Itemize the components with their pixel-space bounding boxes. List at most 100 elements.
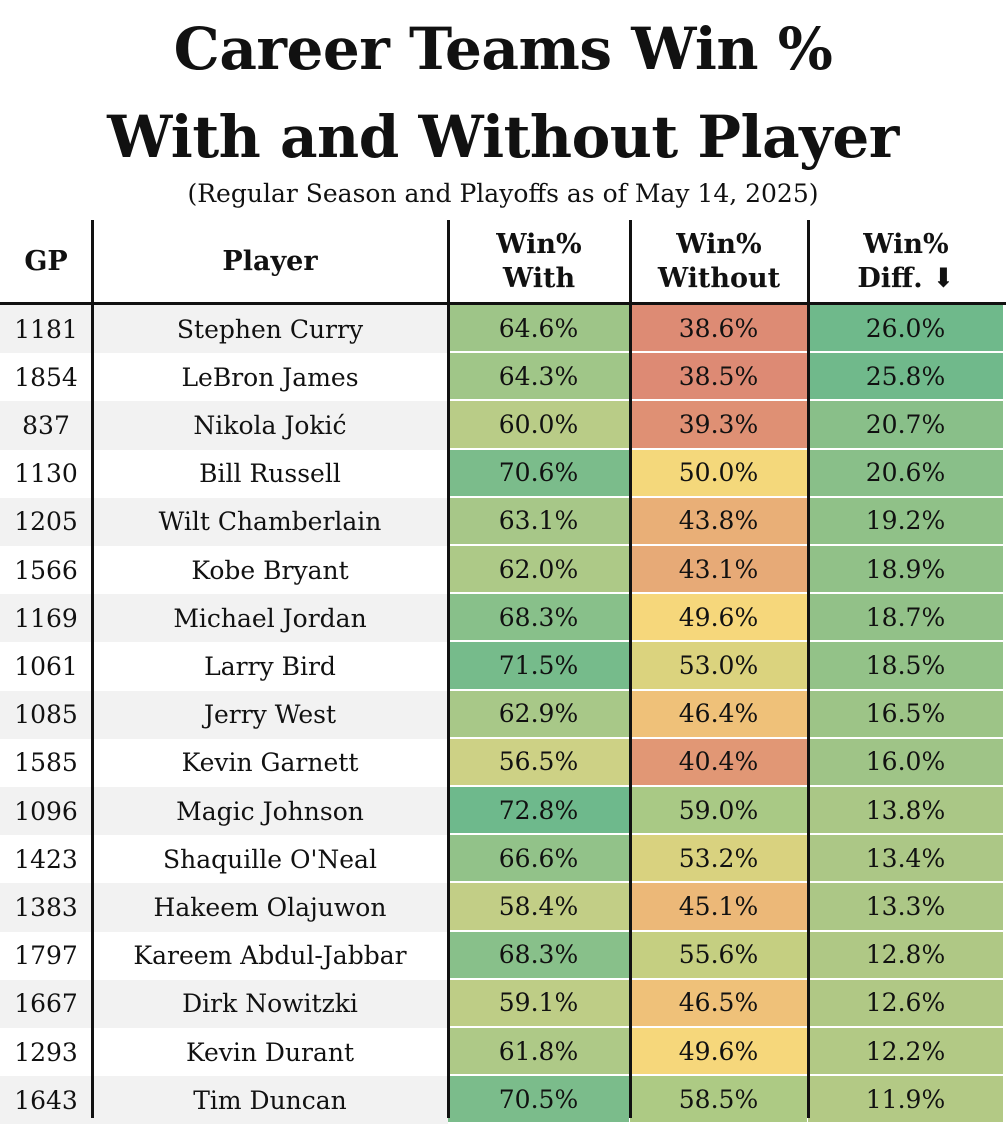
percent-cell: 43.8%	[630, 497, 808, 546]
header-line: Player	[222, 245, 318, 277]
percent-cell: 71.5%	[448, 642, 630, 691]
gp-cell: 1383	[0, 883, 92, 932]
percent-cell: 26.0%	[808, 305, 1004, 354]
header-line: Without	[657, 262, 781, 294]
gp-cell: 1293	[14, 1037, 78, 1067]
player-cell: Hakeem Olajuwon	[92, 883, 448, 932]
column-rule	[629, 220, 632, 1118]
percent-cell: 61.8%	[448, 1028, 630, 1077]
percent-cell: 12.8%	[808, 931, 1004, 980]
percent-cell: 13.4%	[808, 835, 1004, 884]
header-line: Win%	[496, 228, 582, 260]
percent-cell: 19.2%	[808, 497, 1004, 546]
percent-cell: 50.0%	[630, 449, 808, 498]
gp-cell: 1566	[14, 555, 78, 585]
percent-cell: 68.3%	[448, 931, 630, 980]
percent-cell: 49.6%	[630, 1028, 808, 1077]
percent-cell: 62.9%	[448, 690, 630, 739]
player-cell: Stephen Curry	[92, 305, 448, 354]
gp-cell: 1667	[0, 979, 92, 1028]
percent-cell: 46.5%	[630, 979, 808, 1028]
player-cell: Tim Duncan	[92, 1076, 448, 1124]
header-rule	[0, 302, 1006, 305]
percent-cell: 72.8%	[448, 787, 630, 836]
percent-cell: 12.2%	[808, 1028, 1004, 1077]
player-cell: Kareem Abdul-Jabbar	[133, 941, 407, 971]
percent-cell: 53.2%	[630, 835, 808, 884]
title-line: With and Without Player	[107, 103, 899, 171]
percent-cell: 38.5%	[630, 353, 808, 402]
percent-cell: 53.0%	[630, 642, 808, 691]
percent-cell: 45.1%	[630, 883, 808, 932]
player-cell: Kobe Bryant	[191, 555, 349, 585]
percent-cell: 38.6%	[630, 305, 808, 354]
percent-cell: 12.6%	[808, 979, 1004, 1028]
percent-cell: 13.3%	[808, 883, 1004, 932]
column-rule	[807, 220, 810, 1118]
column-header: Win% Diff. ⬇	[808, 220, 1004, 303]
percent-cell: 63.1%	[448, 497, 630, 546]
player-cell: Shaquille O'Neal	[163, 844, 377, 874]
player-cell: Michael Jordan	[92, 594, 448, 643]
gp-cell: 1061	[14, 651, 78, 681]
column-header: Win% With	[448, 220, 630, 303]
percent-cell: 40.4%	[630, 738, 808, 787]
percent-cell: 49.6%	[630, 594, 808, 643]
player-cell: Kevin Garnett	[181, 748, 359, 778]
gp-cell: 1085	[0, 690, 92, 739]
column-header: Win% Without	[630, 220, 808, 303]
player-cell: Jerry West	[92, 690, 448, 739]
player-cell: LeBron James	[181, 362, 359, 392]
player-cell: Bill Russell	[199, 459, 341, 489]
gp-cell: 1423	[14, 844, 78, 874]
gp-cell: 1854	[14, 362, 78, 392]
player-cell: Wilt Chamberlain	[92, 497, 448, 546]
percent-cell: 25.8%	[808, 353, 1004, 402]
percent-cell: 60.0%	[448, 401, 630, 450]
player-cell: Kevin Durant	[185, 1037, 355, 1067]
column-header: Player	[92, 220, 448, 303]
percent-cell: 46.4%	[630, 690, 808, 739]
percent-cell: 20.6%	[808, 449, 1004, 498]
gp-cell: 1797	[14, 941, 78, 971]
percent-cell: 20.7%	[808, 401, 1004, 450]
percent-cell: 70.5%	[448, 1076, 630, 1124]
percent-cell: 66.6%	[448, 835, 630, 884]
gp-cell: 1169	[0, 594, 92, 643]
percent-cell: 13.8%	[808, 787, 1004, 836]
player-cell: Dirk Nowitzki	[92, 979, 448, 1028]
column-rule	[91, 220, 94, 1118]
header-line: Win%	[863, 228, 949, 260]
percent-cell: 70.6%	[448, 449, 630, 498]
percent-cell: 59.1%	[448, 979, 630, 1028]
percent-cell: 16.0%	[808, 738, 1004, 787]
gp-cell: 1130	[14, 459, 78, 489]
header-line: With	[502, 262, 576, 294]
gp-cell: 1205	[0, 497, 92, 546]
gp-cell: 1181	[0, 305, 92, 354]
header-line: Diff. ⬇	[857, 262, 955, 294]
player-cell: Nikola Jokić	[92, 401, 448, 450]
gp-cell: 837	[0, 401, 92, 450]
gp-cell: 1643	[0, 1076, 92, 1124]
percent-cell: 11.9%	[808, 1076, 1004, 1124]
percent-cell: 58.5%	[630, 1076, 808, 1124]
percent-cell: 18.5%	[808, 642, 1004, 691]
subtitle: (Regular Season and Playoffs as of May 1…	[187, 179, 819, 208]
percent-cell: 55.6%	[630, 931, 808, 980]
gp-cell: 1096	[0, 787, 92, 836]
percent-cell: 59.0%	[630, 787, 808, 836]
percent-cell: 56.5%	[448, 738, 630, 787]
percent-cell: 43.1%	[630, 546, 808, 595]
gp-cell: 1585	[14, 748, 78, 778]
title-line: Career Teams Win %	[173, 15, 833, 83]
percent-cell: 64.6%	[448, 305, 630, 354]
column-rule	[447, 220, 450, 1118]
column-header: GP	[0, 220, 92, 303]
percent-cell: 64.3%	[448, 353, 630, 402]
percent-cell: 62.0%	[448, 546, 630, 595]
header-line: GP	[24, 245, 68, 277]
percent-cell: 68.3%	[448, 594, 630, 643]
percent-cell: 16.5%	[808, 690, 1004, 739]
